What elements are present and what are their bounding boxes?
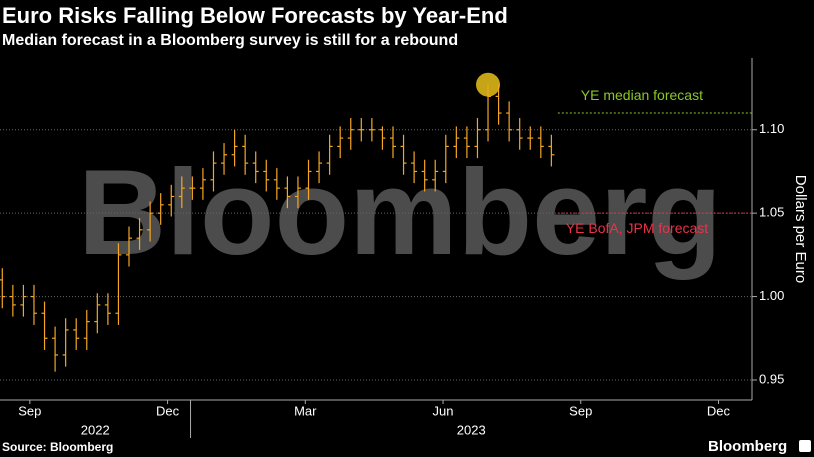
- y-tick-label: 1.00: [759, 288, 784, 303]
- source-note: Source: Bloomberg: [2, 440, 113, 454]
- reference-label: YE median forecast: [581, 87, 703, 103]
- x-group-label: 2022: [81, 422, 110, 437]
- x-tick-label: Dec: [707, 403, 731, 418]
- chart-title: Euro Risks Falling Below Forecasts by Ye…: [2, 3, 508, 28]
- logo-icon: [799, 440, 811, 452]
- y-tick-label: 0.95: [759, 371, 784, 386]
- x-tick-label: Jun: [433, 403, 454, 418]
- watermark: Bloomberg: [78, 144, 722, 280]
- y-axis-label: Dollars per Euro: [792, 175, 809, 283]
- y-tick-label: 1.10: [759, 121, 784, 136]
- logo: Bloomberg: [708, 438, 787, 455]
- x-tick-label: Mar: [294, 403, 317, 418]
- x-tick-label: Sep: [569, 403, 592, 418]
- x-group-label: 2023: [457, 422, 486, 437]
- reference-label: YE BofA, JPM forecast: [566, 220, 708, 236]
- y-tick-label: 1.05: [759, 205, 784, 220]
- x-tick-label: Sep: [18, 403, 41, 418]
- x-tick-label: Dec: [156, 403, 180, 418]
- chart-subtitle: Median forecast in a Bloomberg survey is…: [2, 32, 458, 49]
